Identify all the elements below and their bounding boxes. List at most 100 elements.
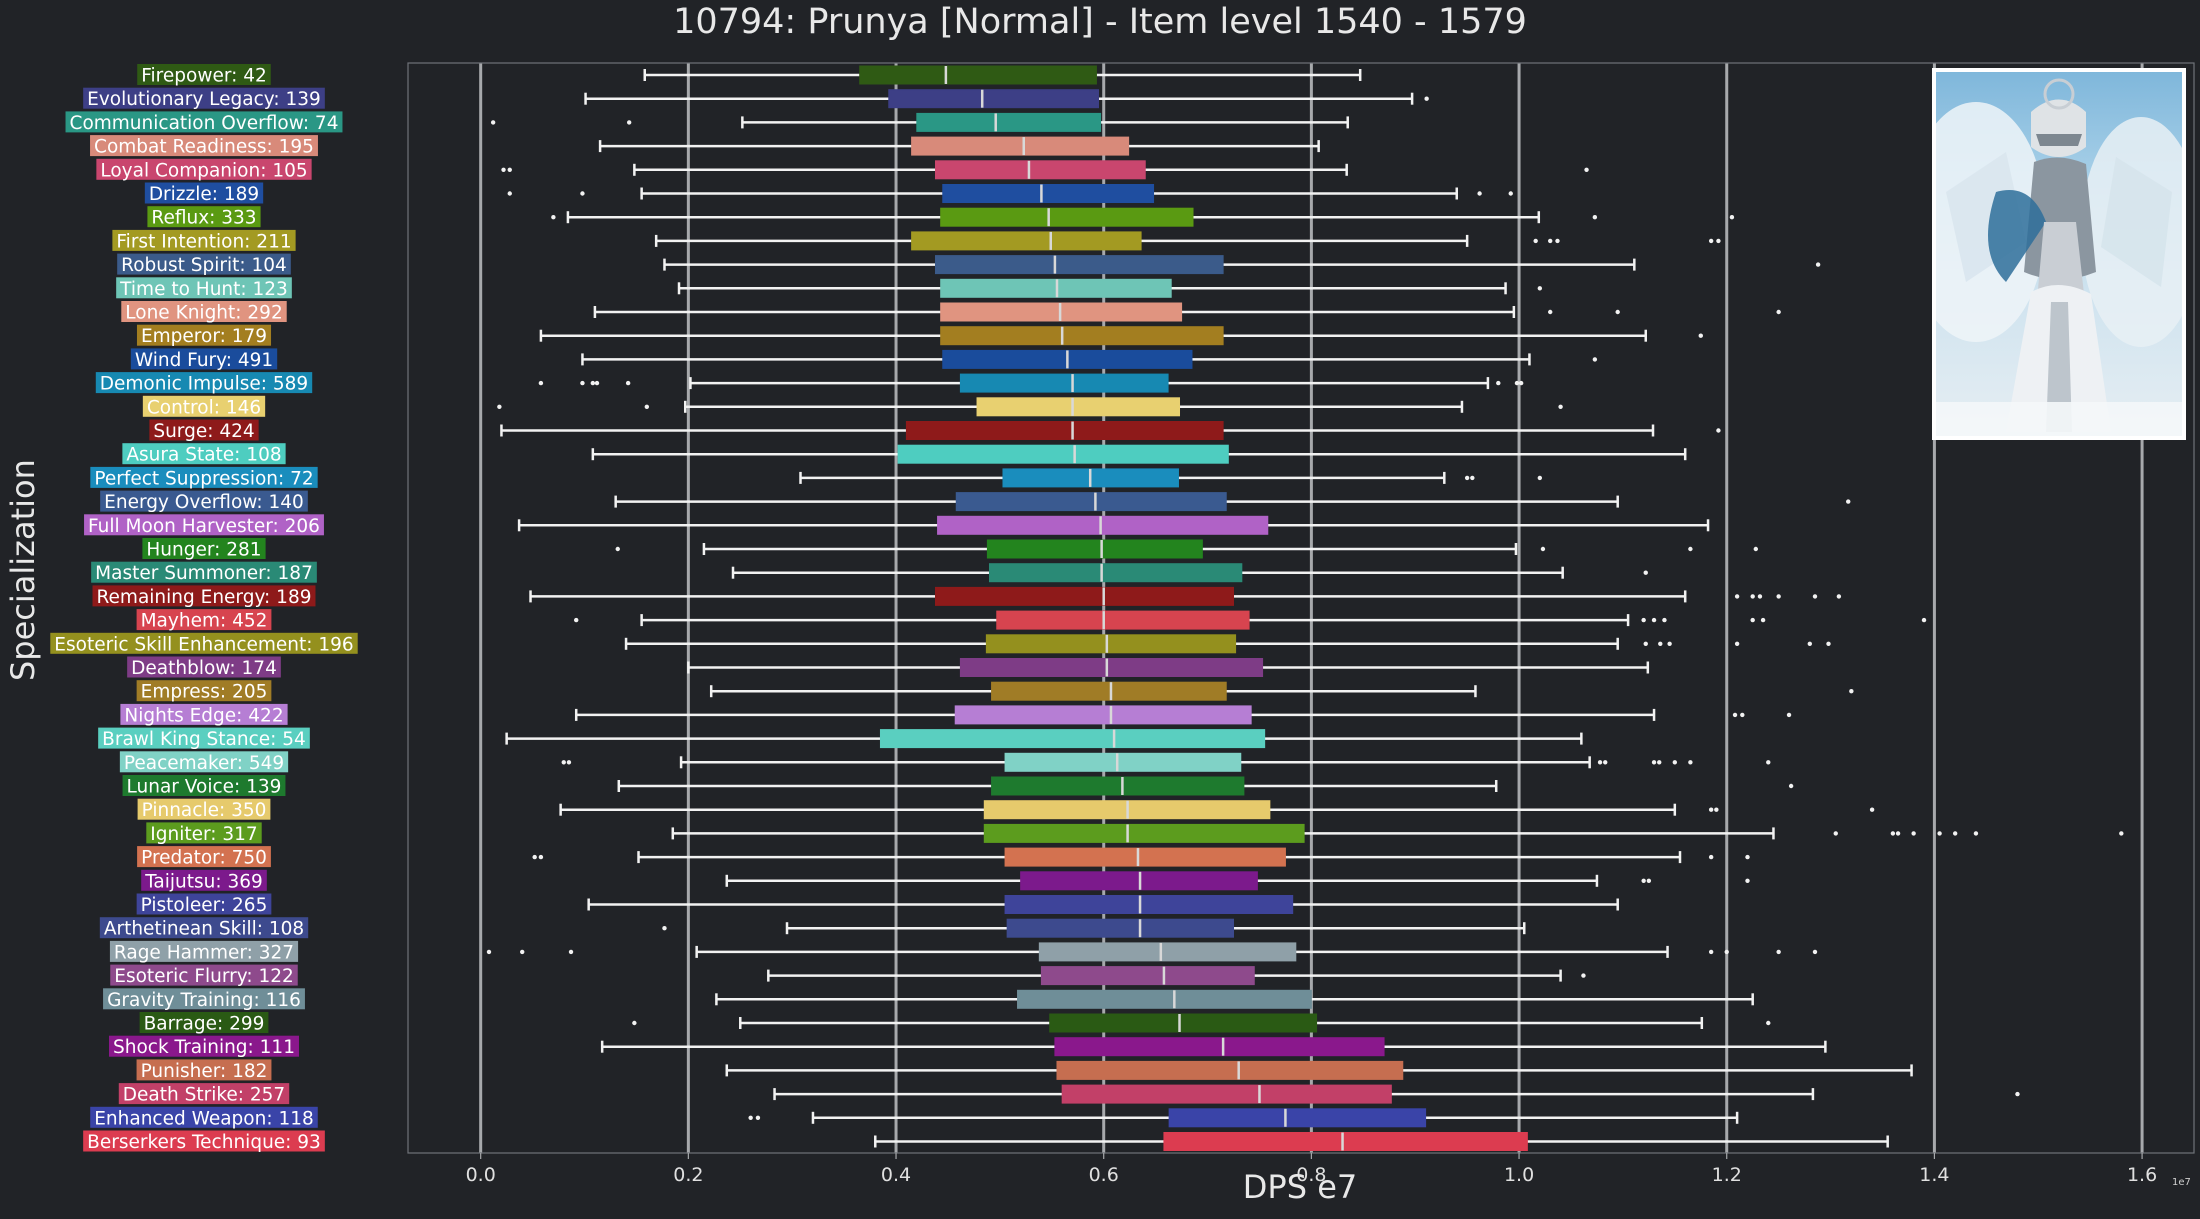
grid-layer [479,63,2144,1153]
outlier-point [1518,380,1524,386]
iqr-box [1006,918,1235,938]
outlier-point [507,191,512,196]
outlier-point [1672,760,1678,765]
category-label-background [116,277,292,299]
outlier-point [2015,1091,2020,1097]
category-label-background [50,632,358,654]
box-group [799,468,1543,488]
category-label: Control: 146 [147,397,261,418]
category-label-background [99,917,309,939]
category-label: Hunger: 281 [146,540,261,561]
box-group [559,800,1875,820]
category-label-background [137,798,271,820]
outlier-point [1740,712,1745,718]
outlier-point [501,167,506,172]
outlier-point [1548,238,1553,244]
box-group [500,421,1721,440]
category-label: Reflux: 333 [151,208,256,229]
iqr-box [996,610,1250,630]
category-label: Pinnacle: 350 [142,800,267,821]
box-group [731,563,1648,583]
outlier-point [644,404,650,409]
x-axis-label: DPS e7 [1242,1168,1358,1206]
iqr-box [1049,1013,1318,1033]
iqr-box [940,326,1224,346]
outlier-point [1921,617,1927,623]
category-label: Lunar Voice: 139 [127,777,282,798]
category-label: Shock Training: 111 [113,1037,295,1058]
category-label: Brawl King Stance: 54 [102,729,306,750]
outlier-point [1826,641,1831,646]
category-label-background [142,538,266,559]
outlier-point [497,404,502,409]
outlier-point [538,380,544,386]
outlier-point [1603,760,1608,765]
outlier-point [1643,641,1648,646]
outlier-point [1540,546,1546,552]
category-label-background [119,751,289,773]
outlier-point [566,760,572,765]
category-label: Death Strike: 257 [123,1085,285,1106]
box-group [600,1037,1827,1057]
iqr-box [942,184,1155,203]
outlier-point [1724,949,1729,955]
category-label: Loyal Companion: 105 [100,160,307,181]
chart-title: 10794: Prunya [Normal] - Item level 1540… [673,2,1527,42]
box-group [748,1108,1739,1128]
category-label: Lone Knight: 292 [125,303,282,324]
category-label: Nights Edge: 422 [124,705,283,726]
outlier-point [1812,949,1818,955]
x-tick-label: 1.0 [1504,1164,1534,1186]
outlier-point [1708,854,1714,860]
outlier-point [507,167,512,172]
outlier-point [1788,783,1794,789]
boxes-layer [486,65,2124,1151]
category-label: Predator: 750 [141,848,267,869]
outlier-point [1477,191,1482,196]
outlier-point [1890,831,1896,836]
category-label-background [147,206,261,228]
category-label: Wind Fury: 491 [135,350,273,371]
box-group [486,942,1818,962]
category-label-background [122,775,286,796]
category-label-background [95,372,313,394]
outlier-point [1592,215,1598,220]
outlier-point [1734,641,1740,646]
category-label: Esoteric Flurry: 122 [114,966,294,987]
category-label: Enhanced Weapon: 118 [94,1108,314,1129]
outlier-point [1734,594,1740,599]
category-label: Demonic Impulse: 589 [100,374,308,395]
outlier-point [551,215,556,220]
category-label: Robust Spirit: 104 [121,255,287,276]
category-label-background [65,111,343,133]
outlier-point [1584,167,1589,172]
outlier-point [1846,499,1851,504]
outlier-point [1833,831,1838,836]
x-tick-label: 0.4 [881,1164,911,1186]
outlier-point [1776,949,1781,955]
box-group [505,729,1583,749]
iqr-box [911,136,1130,156]
outlier-point [1732,712,1738,718]
outlier-point [1688,546,1693,552]
outlier-point [1766,1020,1771,1026]
outlier-point [1895,831,1901,836]
outlier-point [486,949,492,955]
outlier-point [626,120,632,125]
outlier-point [1757,594,1763,599]
outlier-point [1729,215,1735,220]
outlier-point [594,380,600,386]
category-label-background [92,585,316,607]
x-tick-label: 1.4 [1919,1164,1949,1186]
category-label-background [136,893,272,915]
box-group [517,515,1710,535]
iqr-box [959,373,1169,393]
box-group [584,89,1429,109]
iqr-box [1004,847,1286,867]
outlier-point [1667,641,1672,646]
category-label-background [109,1035,299,1057]
category-label-background [103,988,305,1010]
category-label-background [136,324,272,346]
box-group [532,847,1750,867]
